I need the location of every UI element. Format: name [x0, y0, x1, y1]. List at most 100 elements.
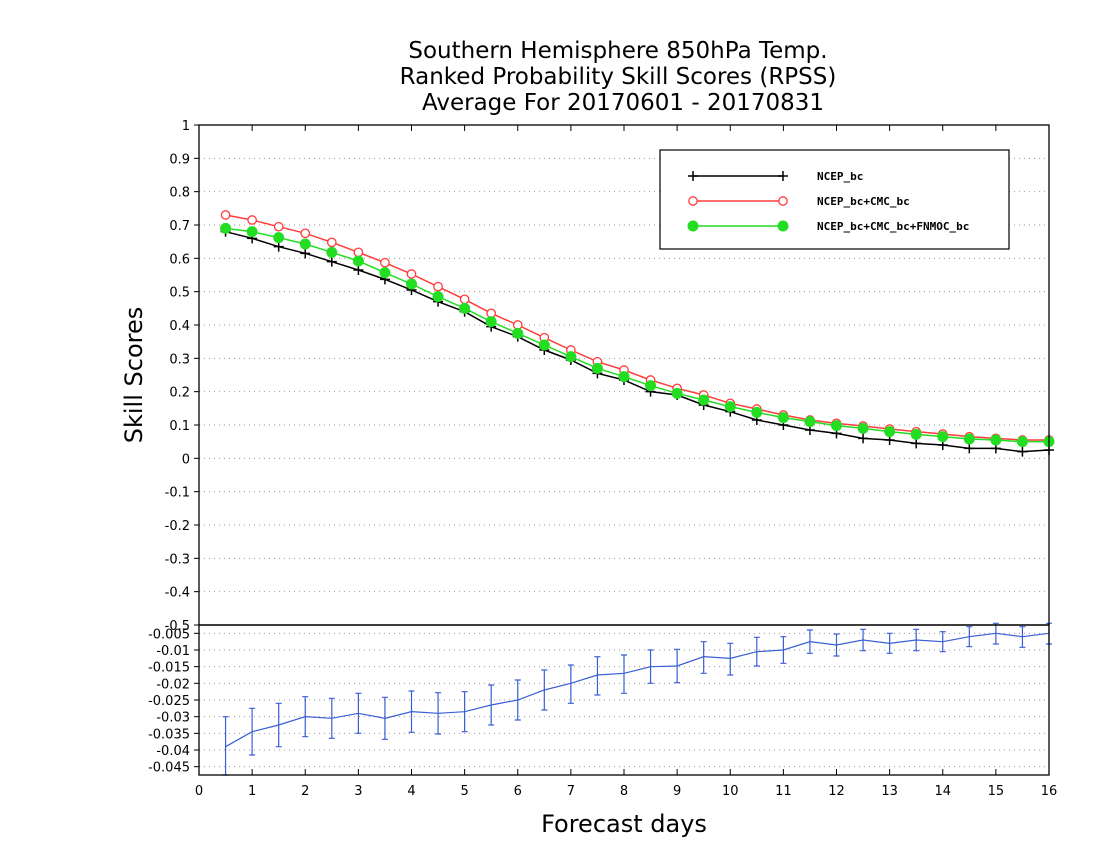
data-point-NCEP_bc+CMC_bc+FNMOC_bc [618, 371, 630, 383]
legend-label: NCEP_bc+CMC_bc [817, 195, 910, 208]
x-tick-label: 1 [248, 784, 256, 799]
data-point-NCEP_bc+CMC_bc+FNMOC_bc [432, 291, 444, 303]
data-point-NCEP_bc+CMC_bc+FNMOC_bc [220, 222, 232, 234]
legend-marker [687, 220, 699, 232]
data-series [220, 210, 1055, 776]
data-point-NCEP_bc+CMC_bc+FNMOC_bc [326, 246, 338, 258]
x-tick-label: 10 [722, 784, 739, 799]
y-tick-label: 1 [182, 119, 190, 134]
legend-marker [778, 196, 788, 206]
data-point-NCEP_bc+CMC_bc+FNMOC_bc [884, 426, 896, 438]
lower-y-tick-label: -0.035 [148, 727, 190, 742]
x-axis-title: Forecast days [541, 810, 707, 838]
data-point-NCEP_bc+CMC_bc+FNMOC_bc [937, 431, 949, 443]
x-tick-label: 13 [881, 784, 898, 799]
data-point-NCEP_bc+CMC_bc+FNMOC_bc [352, 255, 364, 267]
data-point-NCEP_bc [858, 433, 869, 444]
data-point-NCEP_bc+CMC_bc+FNMOC_bc [1016, 436, 1028, 448]
data-point-NCEP_bc [326, 256, 337, 267]
x-tick-label: 4 [407, 784, 415, 799]
lower-y-tick-label: -0.04 [156, 744, 190, 759]
data-point-NCEP_bc+CMC_bc+FNMOC_bc [538, 339, 550, 351]
x-tick-label: 12 [828, 784, 845, 799]
y-tick-label: -0.3 [165, 552, 190, 567]
y-tick-label: -0.4 [165, 586, 190, 601]
data-point-NCEP_bc+CMC_bc+FNMOC_bc [724, 401, 736, 413]
chart-title: Southern Hemisphere 850hPa Temp. Ranked … [400, 38, 837, 116]
title-line-2: Ranked Probability Skill Scores (RPSS) [400, 64, 837, 90]
data-point-NCEP_bc+CMC_bc [406, 269, 417, 279]
data-point-NCEP_bc [911, 438, 922, 449]
lower-y-tick-label: -0.01 [156, 644, 190, 659]
data-point-NCEP_bc+CMC_bc+FNMOC_bc [406, 278, 417, 290]
legend-box [659, 149, 1010, 250]
grid-lines [199, 157, 1049, 768]
x-tick-label: 14 [934, 784, 951, 799]
data-point-NCEP_bc+CMC_bc+FNMOC_bc [963, 433, 975, 445]
x-tick-label: 6 [514, 784, 522, 799]
y-tick-label: 0.3 [169, 352, 190, 367]
data-point-NCEP_bc+CMC_bc [459, 294, 470, 305]
series-line-NCEP_bc [225, 230, 1050, 453]
y-tick-label: 0.4 [169, 319, 190, 334]
legend-marker [688, 196, 698, 206]
x-tick-label: 7 [567, 784, 575, 799]
y-tick-label: -0.2 [165, 519, 190, 534]
legend-marker [777, 220, 789, 232]
lower-y-tick-label: -0.045 [148, 761, 190, 776]
data-point-NCEP_bc+CMC_bc [300, 228, 311, 239]
data-point-NCEP_bc+CMC_bc+FNMOC_bc [777, 412, 789, 424]
data-point-NCEP_bc [300, 248, 311, 259]
data-point-NCEP_bc+CMC_bc+FNMOC_bc [299, 238, 311, 250]
y-tick-label: 0.7 [169, 219, 190, 234]
title-line-1: Southern Hemisphere 850hPa Temp. [408, 38, 827, 64]
x-tick-label: 11 [775, 784, 792, 799]
x-tick-label: 5 [460, 784, 468, 799]
data-point-NCEP_bc+CMC_bc+FNMOC_bc [698, 394, 710, 406]
legend-marker [688, 171, 698, 181]
data-point-NCEP_bc [353, 265, 364, 275]
y-tick-label: 0.9 [169, 152, 190, 167]
data-point-NCEP_bc [1017, 446, 1028, 457]
data-point-NCEP_bc+CMC_bc+FNMOC_bc [379, 267, 391, 279]
data-point-NCEP_bc [273, 241, 284, 252]
lower-y-tick-label: -0.015 [148, 661, 190, 676]
y-tick-label: 0.1 [169, 419, 190, 434]
x-tick-label: 8 [620, 784, 628, 799]
series-line-NCEP_bc+CMC_bc+FNMOC_bc [225, 227, 1049, 443]
data-point-NCEP_bc+CMC_bc [247, 215, 257, 225]
legend: NCEP_bc NCEP_bc+CMC_bc NCEP_bc+CMC_bc+FNMO… [659, 149, 1010, 250]
data-point-NCEP_bc+CMC_bc+FNMOC_bc [804, 416, 816, 428]
lower-y-tick-label: -0.025 [148, 694, 190, 709]
data-point-NCEP_bc+CMC_bc+FNMOC_bc [671, 387, 683, 399]
x-tick-label: 16 [1041, 784, 1058, 799]
x-tick-label: 15 [988, 784, 1005, 799]
data-point-NCEP_bc+CMC_bc+FNMOC_bc [857, 422, 869, 434]
data-point-NCEP_bc+CMC_bc [273, 221, 284, 232]
error-bar [594, 656, 601, 696]
data-point-NCEP_bc+CMC_bc [433, 281, 443, 292]
data-point-NCEP_bc+CMC_bc [353, 247, 364, 258]
data-point-NCEP_bc+CMC_bc+FNMOC_bc [273, 232, 285, 244]
lower-y-tick-label: -0.005 [148, 627, 190, 642]
data-point-NCEP_bc+CMC_bc+FNMOC_bc [246, 226, 258, 238]
y-tick-label: 0.2 [169, 386, 190, 401]
x-tick-label: 9 [673, 784, 681, 799]
error-bar [727, 642, 734, 676]
data-point-NCEP_bc+CMC_bc+FNMOC_bc [990, 434, 1002, 446]
lower-y-tick-label: -0.03 [156, 711, 190, 726]
x-tick-label: 0 [195, 784, 203, 799]
error-bar [700, 641, 707, 674]
y-tick-label: 0.6 [169, 252, 190, 267]
data-point-NCEP_bc+CMC_bc+FNMOC_bc [565, 351, 577, 363]
data-point-NCEP_bc+CMC_bc+FNMOC_bc [485, 316, 497, 328]
y-tick-label: -0.5 [165, 619, 190, 634]
data-point-NCEP_bc+CMC_bc+FNMOC_bc [512, 327, 524, 339]
data-point-NCEP_bc [964, 443, 975, 454]
data-point-NCEP_bc+CMC_bc+FNMOC_bc [591, 362, 603, 374]
lower-y-tick-label: -0.02 [156, 677, 190, 692]
data-point-NCEP_bc+CMC_bc+FNMOC_bc [831, 420, 842, 432]
data-point-NCEP_bc+CMC_bc [326, 237, 337, 248]
y-tick-label: 0.8 [169, 186, 190, 201]
